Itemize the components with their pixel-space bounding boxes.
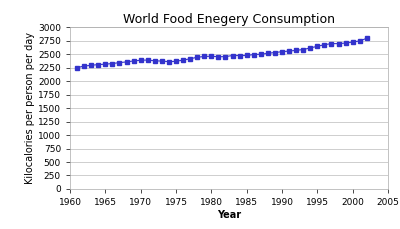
Y-axis label: Kilocalories per person per day: Kilocalories per person per day — [25, 32, 35, 184]
X-axis label: Year: Year — [217, 210, 241, 220]
Title: World Food Enegery Consumption: World Food Enegery Consumption — [123, 13, 335, 26]
